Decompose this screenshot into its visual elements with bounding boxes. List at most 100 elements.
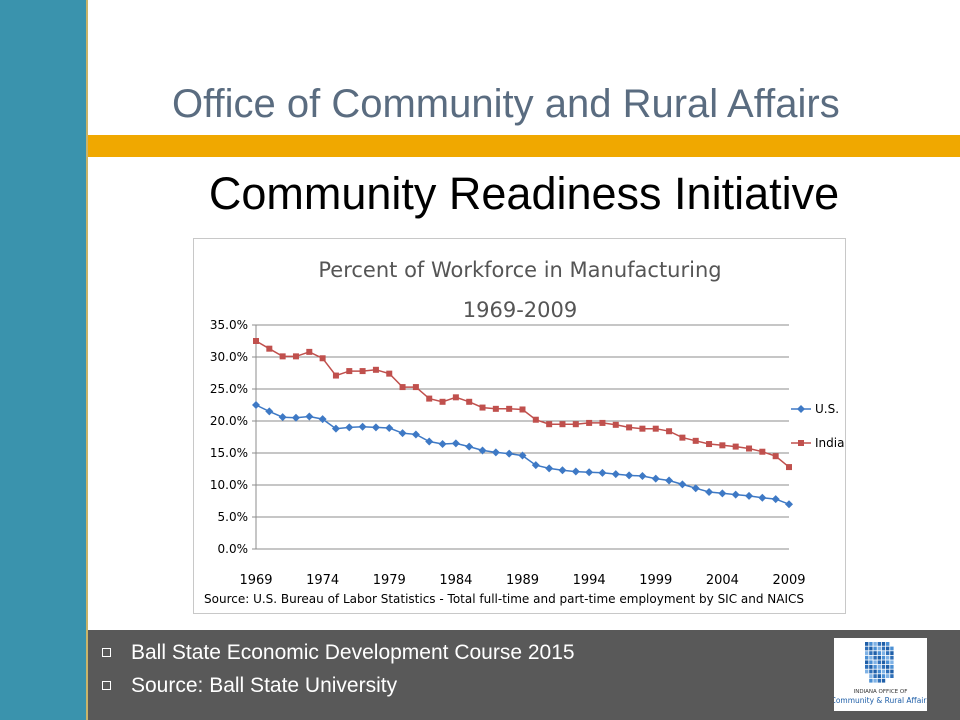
footer-bar (88, 630, 960, 720)
us-data-point (745, 491, 754, 500)
chart-title: Percent of Workforce in Manufacturing (318, 258, 721, 282)
us-data-point (371, 423, 380, 432)
indiana-data-point (559, 421, 566, 428)
us-data-point (478, 446, 487, 455)
indiana-data-point (759, 448, 766, 455)
us-data-point (638, 472, 647, 481)
slide-title: Community Readiness Initiative (208, 168, 840, 219)
us-data-point (425, 437, 434, 446)
us-data-point (411, 430, 420, 439)
y-tick-label: 25.0% (210, 382, 248, 396)
x-tick-label: 1979 (373, 573, 406, 588)
us-data-point (465, 442, 474, 451)
indiana-data-point (426, 395, 433, 402)
us-data-point (451, 439, 460, 448)
us-data-point (438, 440, 447, 449)
indiana-data-point (599, 419, 606, 426)
y-tick-label: 0.0% (218, 542, 249, 556)
us-data-point (518, 451, 527, 460)
indiana-data-point (346, 368, 353, 375)
indiana-data-point (772, 453, 779, 460)
indiana-data-point (452, 394, 459, 401)
chart-frame: Percent of Workforce in Manufacturing 196… (193, 238, 846, 614)
us-data-point (318, 415, 327, 424)
manufacturing-line-chart: Percent of Workforce in Manufacturing 196… (204, 258, 845, 606)
us-data-point (705, 488, 714, 497)
indiana-data-point (306, 348, 313, 355)
indiana-data-point (412, 384, 419, 391)
logo-text-line1: INDIANA OFFICE OF (854, 689, 908, 695)
indiana-data-point (586, 419, 593, 426)
indiana-data-point (666, 428, 673, 435)
indiana-data-point (372, 366, 379, 373)
indiana-data-point (279, 353, 286, 360)
x-tick-label: 1984 (439, 573, 472, 588)
y-tick-label: 20.0% (210, 414, 248, 428)
bullet-item: Ball State Economic Development Course 2… (102, 636, 575, 669)
us-data-point (278, 413, 287, 422)
indiana-data-point (652, 425, 659, 432)
chart-subtitle: 1969-2009 (463, 298, 577, 322)
bullet-item: Source: Ball State University (102, 669, 575, 702)
indiana-data-point (479, 404, 486, 411)
us-data-point (305, 412, 314, 421)
y-tick-label: 5.0% (218, 510, 249, 524)
us-data-point (291, 413, 300, 422)
y-tick-label: 10.0% (210, 478, 248, 492)
y-tick-label: 35.0% (210, 318, 248, 332)
us-data-point (252, 401, 260, 409)
indiana-data-point (532, 416, 539, 423)
us-data-point (265, 407, 274, 416)
x-tick-label: 1969 (239, 573, 272, 588)
indiana-data-point (546, 421, 553, 428)
x-tick-label: 2009 (772, 573, 805, 588)
x-tick-label: 1999 (639, 573, 672, 588)
us-data-point (731, 490, 740, 499)
us-data-point (345, 423, 354, 432)
indiana-data-point (266, 345, 273, 352)
x-tick-label: 1974 (306, 573, 339, 588)
chart-source-note: Source: U.S. Bureau of Labor Statistics … (204, 592, 804, 606)
us-data-point (758, 493, 767, 502)
logo-text-line2: Community & Rural Affairs (834, 696, 927, 705)
us-data-point (558, 466, 567, 475)
legend-marker (798, 440, 804, 446)
indiana-data-point (399, 384, 406, 391)
indiana-data-point (786, 464, 792, 471)
us-data-point (585, 468, 594, 477)
indiana-data-point (506, 405, 513, 412)
indiana-data-point (492, 405, 499, 412)
indiana-data-point (692, 437, 699, 444)
indiana-data-point (253, 338, 259, 344)
us-data-point (785, 500, 793, 509)
indiana-data-point (332, 372, 339, 379)
y-tick-label: 15.0% (210, 446, 248, 460)
us-data-point (598, 468, 607, 477)
x-tick-label: 1994 (573, 573, 606, 588)
indiana-data-point (732, 443, 739, 450)
indiana-data-point (719, 442, 726, 449)
indiana-data-point (439, 398, 446, 405)
us-data-point (385, 424, 394, 433)
square-bullet-icon (102, 648, 111, 657)
accent-bar (88, 135, 960, 157)
bullet-text: Source: Ball State University (131, 673, 398, 697)
indiana-data-point (679, 434, 686, 441)
square-bullet-icon (102, 681, 111, 690)
series-line-1 (255, 340, 790, 468)
y-tick-label: 30.0% (210, 350, 248, 364)
us-data-point (545, 464, 554, 473)
indiana-data-point (706, 441, 713, 448)
us-data-point (531, 461, 540, 470)
indiana-data-point (386, 370, 393, 377)
us-data-point (771, 495, 780, 504)
indiana-data-point (572, 421, 579, 428)
indiana-data-point (612, 421, 619, 428)
bullet-text: Ball State Economic Development Course 2… (131, 640, 575, 664)
indiana-ocra-logo: INDIANA OFFICE OF Community & Rural Affai… (831, 638, 930, 711)
us-data-point (691, 484, 700, 493)
us-data-point (611, 470, 620, 479)
org-title: Office of Community and Rural Affairs (172, 82, 840, 126)
us-data-point (491, 448, 500, 457)
indiana-data-point (519, 406, 526, 413)
